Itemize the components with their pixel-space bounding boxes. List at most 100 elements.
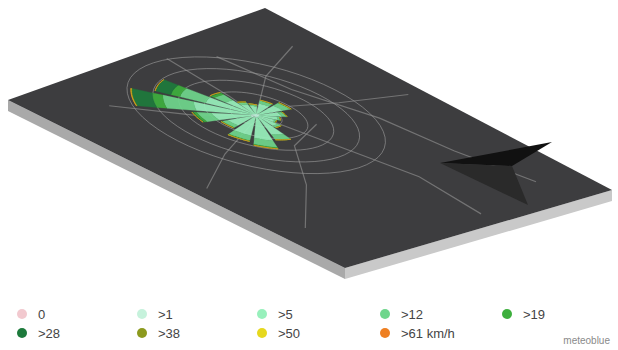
wind-sector: [275, 139, 291, 141]
wind-sector: [254, 114, 256, 115]
legend-marker: [380, 328, 390, 338]
wind-sector: [192, 112, 203, 122]
wind-sector: [221, 121, 234, 127]
wind-sector: [237, 101, 246, 103]
wind-sector: [275, 120, 277, 122]
wind-sector: [228, 135, 250, 142]
wind-sector: [228, 134, 250, 141]
wind-sector: [276, 126, 282, 128]
wind-sector: [221, 121, 234, 128]
wind-sector: [250, 106, 257, 114]
wind-sector: [221, 121, 234, 127]
wind-sector: [237, 101, 245, 102]
wind-sector: [277, 112, 286, 117]
wind-sector: [192, 112, 204, 122]
wind-sector: [228, 135, 250, 142]
wind-sector: [155, 80, 164, 91]
north-arrow: [440, 163, 528, 205]
wind-sector: [282, 112, 287, 117]
wind-sector: [254, 145, 279, 149]
wind-sector: [228, 135, 250, 142]
wind-sector: [278, 103, 291, 110]
wind-sector: [275, 120, 277, 122]
legend-label: >12: [401, 307, 423, 322]
wind-sector: [249, 104, 257, 105]
map-surface: [8, 8, 612, 268]
wind-sector: [271, 134, 290, 139]
wind-sector: [260, 100, 273, 104]
wind-sector: [192, 112, 203, 122]
road: [167, 59, 481, 214]
wind-sector: [279, 103, 292, 109]
legend-label: >5: [278, 307, 293, 322]
wind-sector: [260, 100, 273, 104]
grid-ring: [153, 69, 360, 162]
wind-sector: [275, 120, 277, 122]
wind-sector: [254, 145, 279, 149]
wind-sector: [275, 120, 277, 122]
wind-sector: [249, 104, 257, 105]
wind-sector: [254, 145, 279, 149]
wind-sector: [260, 100, 273, 104]
legend-label: >28: [38, 326, 60, 341]
wind-sector: [155, 80, 164, 91]
wind-sector: [249, 104, 257, 107]
watermark: meteoblue: [563, 335, 610, 346]
wind-sector: [249, 104, 257, 105]
wind-sector: [279, 117, 280, 120]
wind-sector: [221, 121, 234, 127]
wind-sector: [210, 93, 221, 97]
wind-sector: [260, 100, 273, 104]
legend-label: >1: [158, 307, 173, 322]
legend-label: >61 km/h: [401, 326, 455, 341]
wind-sector: [237, 101, 245, 102]
wind-sector: [276, 126, 282, 128]
wind-sector: [279, 117, 280, 120]
wind-sector: [192, 112, 203, 122]
wind-sector: [276, 126, 282, 128]
wind-sector: [279, 117, 280, 120]
wind-sector: [279, 103, 292, 109]
legend-marker: [17, 309, 27, 319]
wind-sector: [237, 101, 245, 102]
legend-label: >50: [278, 326, 300, 341]
wind-sector: [131, 88, 137, 106]
wind-sector: [237, 101, 245, 102]
wind-sector: [259, 101, 272, 107]
wind-sector: [249, 104, 257, 105]
wind-sector: [210, 93, 220, 96]
wind-sector: [155, 80, 164, 91]
wind-sector: [282, 112, 287, 117]
legend-marker: [17, 328, 27, 338]
legend-marker: [257, 309, 267, 319]
wind-sector: [281, 112, 287, 117]
wind-sector: [275, 139, 291, 140]
legend-label: >19: [523, 307, 545, 322]
wind-sector: [275, 120, 277, 122]
wind-sector: [279, 103, 292, 109]
wind-sector: [275, 126, 281, 128]
grid-ring: [127, 57, 385, 174]
wind-sector: [273, 124, 281, 127]
wind-sector: [273, 120, 277, 123]
wind-sector: [279, 103, 292, 109]
wind-sector: [279, 117, 280, 120]
wind-sector: [221, 121, 234, 127]
wind-sector: [254, 144, 278, 149]
wind-sector: [156, 80, 179, 95]
wind-sector: [210, 93, 220, 96]
wind-sector: [210, 93, 220, 96]
wind-sector: [276, 126, 282, 128]
wind-sector: [228, 135, 250, 142]
wind-sector: [180, 88, 210, 103]
wind-sector: [254, 117, 273, 140]
legend-marker: [380, 309, 390, 319]
rose: [131, 80, 291, 149]
wind-sector: [254, 145, 279, 149]
wind-sector: [277, 117, 281, 121]
road: [294, 124, 316, 228]
legend-marker: [137, 309, 147, 319]
wind-sector: [229, 130, 251, 140]
legend-label: 0: [38, 307, 45, 322]
wind-sector: [275, 139, 291, 141]
